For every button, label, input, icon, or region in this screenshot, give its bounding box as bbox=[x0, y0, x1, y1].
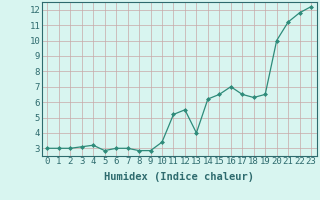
X-axis label: Humidex (Indice chaleur): Humidex (Indice chaleur) bbox=[104, 172, 254, 182]
